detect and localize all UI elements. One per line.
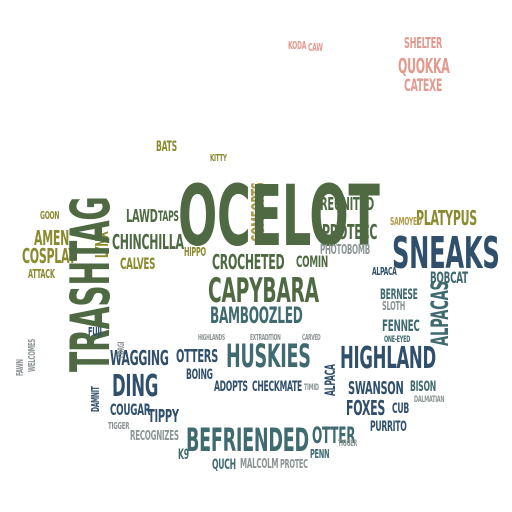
word-foxes: FOXES [346,396,386,420]
word-lawd: LAWD [126,206,158,227]
word-shelter: SHELTER [404,34,443,52]
word-koda: KODA [288,39,307,52]
word-welcomes: WELCOMES [27,338,38,372]
word-tippy: TIPPY [148,406,179,427]
word-bamboozled: BAMBOOZLED [210,304,303,329]
word-chinchilla: CHINCHILLA [112,230,184,254]
word-k9: K9 [178,447,189,463]
word-quokka: QUOKKA [398,54,450,78]
word-samoyed: SAMOYED [390,215,422,228]
word-caw: CAW [308,41,323,54]
word-dalmatian: ONE-EYED [384,335,411,345]
word-bouncy: ALPACA [372,265,397,278]
word-fluffiest: CORGI [117,341,127,358]
word-protecc: PROTECC [322,220,378,244]
word-penn: PENN [310,447,330,461]
word-ocelot: OCELOT [178,167,380,265]
word-huskies: HUSKIES [226,337,311,375]
word-boomer: TIMID [304,383,319,393]
word-bernese: BERNESE [380,287,418,303]
word-kitty: KITTY [210,153,227,164]
word-fuji: FUJI [88,325,102,339]
word-otter: OTTER [312,424,356,449]
word-bats: BATS [156,139,177,155]
word-quch: QUCH [212,457,236,473]
word-carved: CARVED [302,333,321,342]
word-crocheted: CROCHETED [212,250,285,274]
word-recognizes: RECOGNIZES [130,429,179,444]
word-tigger: TIGGER [338,439,357,449]
word-taps: TAPS [158,209,179,225]
word-befriended: BEFRIENDED [186,421,309,459]
word-adopts: ADOPTS [214,379,248,395]
word-platypus: PLATYPUS [416,206,477,230]
word-sneaks: SNEAKS [392,228,500,279]
word-reunited: REUNITED [320,194,374,215]
word-fennec: FENNEC [382,316,420,335]
word-otters: OTTERS [176,346,219,367]
word-protec: PROTEC [280,457,308,471]
word-cub: CUB [392,401,409,417]
word-catexe: CATEXE [404,76,443,96]
word-photobomb: PHOTOBOMB [320,243,370,258]
word-highland: HIGHLAND [340,341,436,376]
word-bobcat: BOBCAT [430,268,468,287]
word-boing: BOING [186,367,213,383]
word-attack: ATTACK [28,267,55,281]
word-one-eyed: SLOTH [382,299,405,313]
word-alpaca: ALPACA [323,364,339,396]
word-amen: AMEN [34,226,70,250]
word-goon: GOON [40,209,60,222]
word-checkmate: CHECKMATE [252,379,303,395]
word-swanson: SWANSON [348,378,404,399]
word-ding: DING [112,369,159,404]
word-wagging: WAGGING [110,346,169,370]
word-fawn: FAWN [15,359,26,376]
word-purrito: PURRITO [370,419,407,435]
word-extradition: EXTRADITION [250,333,281,342]
word-malcolm: MALCOLM [240,457,279,472]
word-timid: DALMATIAN [414,395,445,405]
word-damnit: DAMNIT [89,386,102,412]
word-comin: COMIN [296,252,328,271]
word-capybara: CAPYBARA [208,271,319,311]
word-calves: CALVES [120,254,156,273]
word-cougar: COUGAR [110,400,151,419]
word-sloth: TIGGER [108,421,130,432]
word-hippo: HIPPO [184,245,206,259]
word-cosplay: COSPLAY [22,244,76,268]
word-highlands: HIGHLANDS [198,333,225,342]
word-bison: BISON [410,379,436,395]
word-alpacas: ALPACAS [426,281,454,346]
